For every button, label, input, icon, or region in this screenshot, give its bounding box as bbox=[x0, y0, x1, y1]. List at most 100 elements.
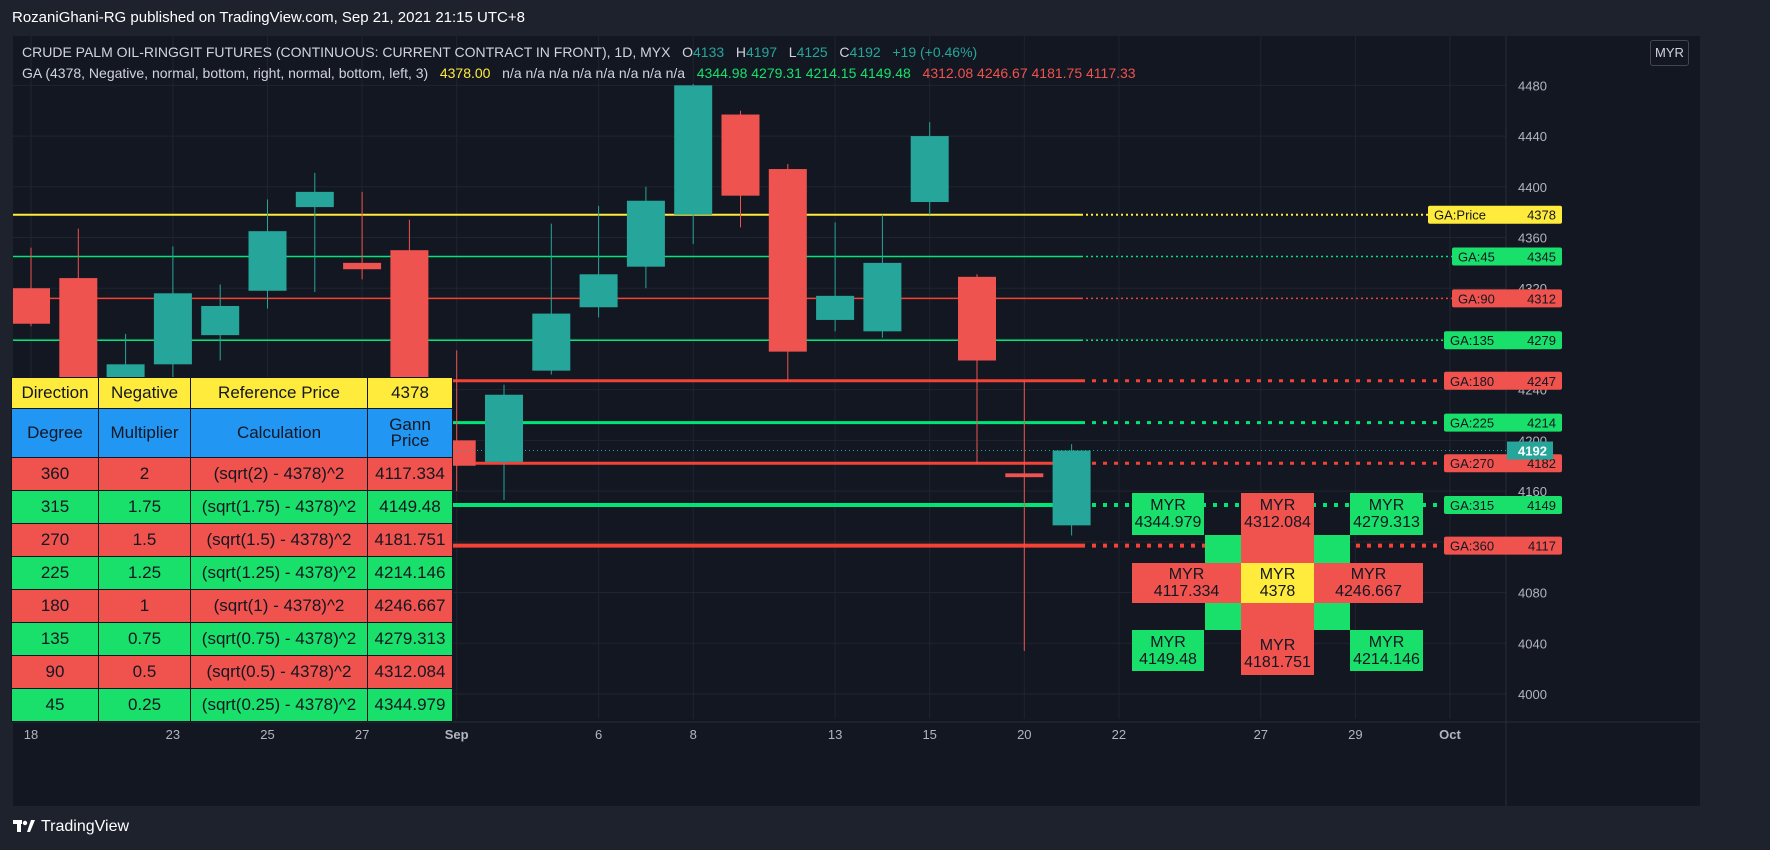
gann-square-mid-right: MYR 4246.667 bbox=[1314, 563, 1423, 603]
candle-body[interactable] bbox=[13, 288, 50, 324]
square-currency: MYR bbox=[1350, 566, 1387, 583]
gann-level-label: GA:Price bbox=[1434, 208, 1486, 223]
gann-level-label: GA:360 bbox=[1450, 539, 1494, 554]
table-row: 270 1.5 (sqrt(1.5) - 4378)^2 4181.751 bbox=[11, 523, 453, 557]
calculation-cell: (sqrt(2) - 4378)^2 bbox=[190, 457, 368, 491]
last-price-value: 4192 bbox=[1518, 444, 1547, 459]
calculation-cell: (sqrt(1) - 4378)^2 bbox=[190, 589, 368, 623]
gann-square-bot-left: MYR 4149.48 bbox=[1132, 630, 1204, 671]
table-row: 180 1 (sqrt(1) - 4378)^2 4246.667 bbox=[11, 589, 453, 623]
square-currency: MYR bbox=[1150, 497, 1186, 514]
table-row: 135 0.75 (sqrt(0.75) - 4378)^2 4279.313 bbox=[11, 622, 453, 656]
indicator-legend[interactable]: GA (4378, Negative, normal, bottom, righ… bbox=[22, 65, 1136, 81]
candle-body[interactable] bbox=[626, 200, 665, 267]
gann-square-filler bbox=[1314, 603, 1350, 630]
price-tick-label: 4440 bbox=[1518, 129, 1547, 144]
col-degree: Degree bbox=[11, 408, 99, 458]
low-label: L bbox=[788, 44, 797, 60]
candle-body[interactable] bbox=[201, 305, 240, 336]
open-label: O bbox=[682, 44, 693, 60]
candle-body[interactable] bbox=[721, 114, 760, 196]
gann-table-body: 360 2 (sqrt(2) - 4378)^2 4117.334 315 1.75 (sq… bbox=[11, 457, 453, 722]
gann-price-cell: 4181.751 bbox=[367, 523, 453, 557]
candle-body[interactable] bbox=[248, 231, 287, 291]
tradingview-logo[interactable]: TradingView bbox=[13, 818, 129, 836]
time-tick-label: 22 bbox=[1112, 727, 1126, 742]
candlestick-chart[interactable]: 4000404040804120416042004240428043204360… bbox=[13, 36, 1700, 806]
indicator-na-values: n/a n/a n/a n/a n/a n/a n/a n/a bbox=[502, 65, 686, 81]
table-column-header-row: Degree Multiplier Calculation Gann Price bbox=[11, 408, 453, 458]
square-price: 4279.313 bbox=[1353, 514, 1420, 531]
candle-body[interactable] bbox=[485, 394, 523, 462]
time-tick-label: 23 bbox=[166, 727, 180, 742]
direction-label: Direction bbox=[11, 377, 99, 409]
candle-body[interactable] bbox=[343, 262, 382, 270]
gann-level-tag bbox=[1444, 536, 1562, 555]
close-value: 4192 bbox=[849, 44, 881, 60]
gann-level-value: 4117 bbox=[1528, 539, 1556, 554]
symbol-title: CRUDE PALM OIL-RINGGIT FUTURES (CONTINUO… bbox=[22, 44, 671, 60]
time-tick-label: Sep bbox=[445, 727, 469, 742]
candle-body[interactable] bbox=[579, 274, 618, 308]
square-price: 4117.334 bbox=[1153, 583, 1220, 600]
square-price: 4214.146 bbox=[1353, 650, 1420, 668]
candle-body[interactable] bbox=[863, 262, 902, 332]
gann-square-filler bbox=[1205, 535, 1241, 563]
tradingview-brand: TradingView bbox=[41, 818, 130, 835]
gann-price-cell: 4149.48 bbox=[367, 490, 453, 524]
table-row: 90 0.5 (sqrt(0.5) - 4378)^2 4312.084 bbox=[11, 655, 453, 689]
candle-body[interactable] bbox=[59, 278, 98, 390]
gann-level-tag bbox=[1444, 371, 1562, 390]
square-currency: MYR bbox=[1368, 633, 1405, 651]
candle-body[interactable] bbox=[1005, 473, 1044, 478]
square-price: 4246.667 bbox=[1335, 583, 1402, 600]
gann-level-value: 4149 bbox=[1527, 498, 1556, 513]
change-value: +19 (+0.46%) bbox=[892, 44, 978, 60]
gann-square-top-left: MYR 4344.979 bbox=[1132, 493, 1204, 535]
candle-body[interactable] bbox=[295, 191, 334, 208]
reference-price-value: 4378 bbox=[367, 377, 453, 409]
calculation-cell: (sqrt(0.5) - 4378)^2 bbox=[190, 655, 368, 689]
time-tick-label: Oct bbox=[1439, 727, 1461, 742]
gann-level-tag bbox=[1444, 331, 1562, 350]
square-price: 4312.084 bbox=[1244, 514, 1311, 531]
multiplier-cell: 1.5 bbox=[98, 523, 191, 557]
gann-level-label: GA:315 bbox=[1450, 498, 1494, 513]
currency-button[interactable]: MYR bbox=[1650, 40, 1689, 66]
square-currency: MYR bbox=[1368, 497, 1405, 514]
degree-cell: 135 bbox=[11, 622, 99, 656]
gann-price-cell: 4246.667 bbox=[367, 589, 453, 623]
candle-body[interactable] bbox=[1052, 450, 1091, 526]
col-multiplier: Multiplier bbox=[98, 408, 191, 458]
square-currency: MYR bbox=[1259, 566, 1296, 583]
candle-body[interactable] bbox=[958, 276, 996, 361]
degree-cell: 360 bbox=[11, 457, 99, 491]
gann-square-mid-left: MYR 4117.334 bbox=[1132, 563, 1241, 603]
calculation-cell: (sqrt(0.25) - 4378)^2 bbox=[190, 688, 368, 722]
price-tick-label: 4080 bbox=[1518, 586, 1547, 601]
candle-body[interactable] bbox=[532, 313, 571, 371]
time-tick-label: 27 bbox=[355, 727, 369, 742]
gann-price-cell: 4344.979 bbox=[367, 688, 453, 722]
degree-cell: 225 bbox=[11, 556, 99, 590]
gann-level-value: 4279 bbox=[1527, 333, 1556, 348]
gann-price-cell: 4312.084 bbox=[367, 655, 453, 689]
square-currency: MYR bbox=[1259, 497, 1296, 514]
price-tick-label: 4360 bbox=[1518, 231, 1547, 246]
candle-body[interactable] bbox=[910, 136, 949, 203]
gann-level-value: 4378 bbox=[1527, 208, 1556, 223]
indicator-red-values: 4312.08 4246.67 4181.75 4117.33 bbox=[922, 65, 1136, 81]
publisher-text: RozaniGhani-RG published on TradingView.… bbox=[12, 9, 525, 26]
gann-level-tag bbox=[1452, 247, 1562, 266]
gann-square-filler bbox=[1205, 603, 1241, 630]
degree-cell: 45 bbox=[11, 688, 99, 722]
indicator-title: GA (4378, Negative, normal, bottom, righ… bbox=[22, 65, 429, 81]
candle-body[interactable] bbox=[674, 85, 713, 215]
gann-table: Direction Negative Reference Price 4378 … bbox=[11, 377, 453, 722]
gann-level-tag bbox=[1444, 413, 1562, 432]
reference-price-label: Reference Price bbox=[190, 377, 368, 409]
gann-square-filler bbox=[1314, 535, 1350, 563]
candle-body[interactable] bbox=[153, 293, 192, 365]
candle-body[interactable] bbox=[816, 295, 855, 320]
candle-body[interactable] bbox=[768, 169, 807, 352]
